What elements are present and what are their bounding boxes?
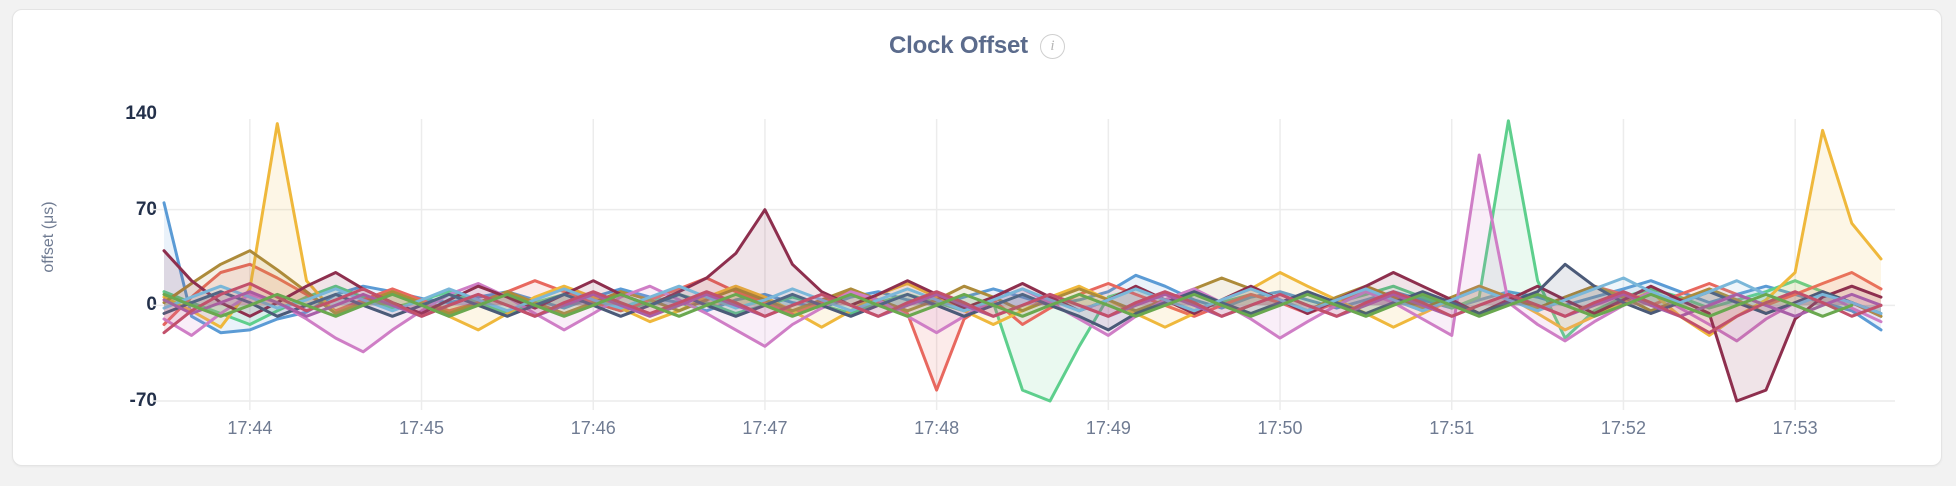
series-line[interactable] bbox=[162, 262, 1883, 332]
y-tick-label: -70 bbox=[129, 390, 157, 411]
series-area bbox=[164, 294, 1852, 317]
x-tick-label: 17:46 bbox=[570, 418, 616, 438]
x-tick-label: 17:52 bbox=[1600, 418, 1646, 438]
x-tick-label: 17:51 bbox=[1429, 418, 1475, 438]
info-icon[interactable]: i bbox=[1039, 33, 1065, 59]
series-line[interactable] bbox=[162, 282, 1883, 335]
y-tick-label: 70 bbox=[135, 198, 157, 220]
x-tick-label: 17:50 bbox=[1257, 418, 1303, 438]
chart-series-group bbox=[162, 119, 1883, 403]
series-area bbox=[164, 155, 1881, 352]
series-line[interactable] bbox=[162, 201, 1883, 335]
series-area bbox=[164, 264, 1881, 330]
series-area bbox=[164, 120, 1881, 402]
x-tick-label: 17:45 bbox=[399, 418, 445, 438]
clock-offset-line-chart[interactable] bbox=[13, 10, 1943, 467]
page-title: Clock Offset bbox=[889, 32, 1028, 59]
x-tick-label: 17:53 bbox=[1772, 418, 1818, 438]
y-axis-ticks: 140 70 0 -70 bbox=[87, 10, 157, 467]
x-tick-label: 17:47 bbox=[742, 418, 788, 438]
card-header: Clock Offset i bbox=[13, 32, 1941, 60]
chart-plot-area[interactable]: offset (μs) 140 70 0 -70 17:44 17:45 17:46 17:… bbox=[13, 10, 1943, 467]
series-line[interactable] bbox=[162, 292, 1854, 318]
series-line[interactable] bbox=[162, 208, 1883, 403]
series-area bbox=[164, 291, 1881, 317]
series-line[interactable] bbox=[162, 119, 1883, 403]
x-tick-label: 17:48 bbox=[914, 418, 960, 438]
series-area bbox=[164, 283, 1881, 333]
series-line[interactable] bbox=[162, 276, 1883, 315]
y-tick-label: 140 bbox=[125, 103, 157, 124]
y-tick-label: 0 bbox=[146, 294, 157, 316]
x-tick-label: 17:44 bbox=[227, 418, 273, 438]
clock-offset-card: Clock Offset i offset (μs) 140 70 0 -70 17:… bbox=[12, 9, 1942, 466]
x-tick-label: 17:49 bbox=[1085, 418, 1131, 438]
